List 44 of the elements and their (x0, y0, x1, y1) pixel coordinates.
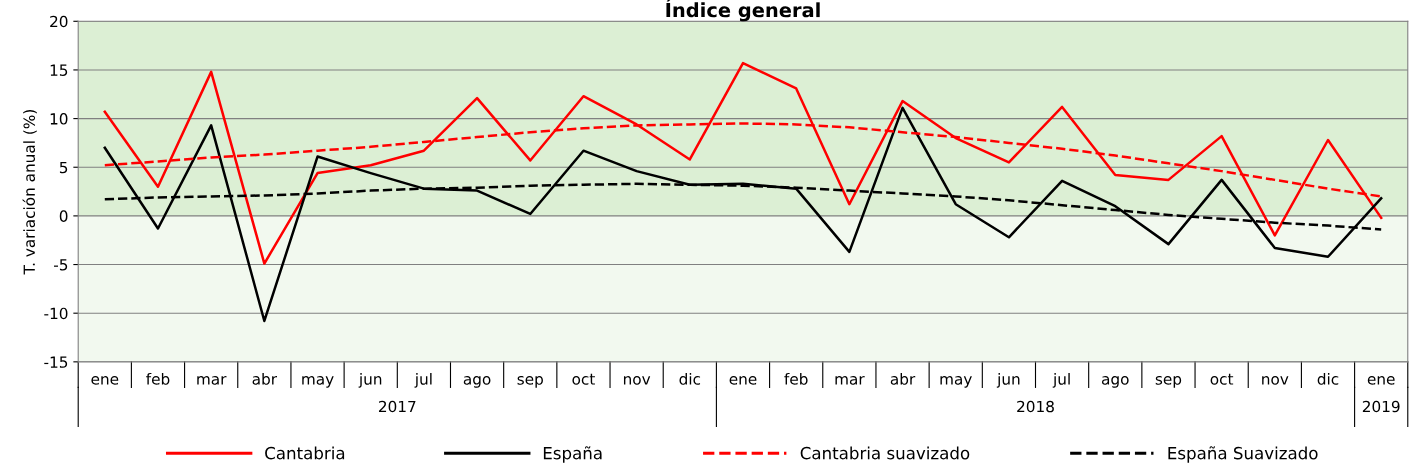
x-tick-label: abr (890, 372, 916, 385)
y-tick-label: -5 (54, 259, 68, 271)
y-tick-label: 15 (50, 64, 68, 76)
x-tick-label: ago (1101, 376, 1129, 388)
x-tick-label: jul (414, 372, 432, 388)
x-tick-label: oct (572, 373, 595, 385)
y-tick-label: -10 (44, 307, 68, 320)
x-tick-label: nov (1262, 376, 1289, 385)
x-tick-label: jun (358, 372, 382, 388)
legend-label: Cantabria suavizado (800, 446, 970, 460)
x-tick-label: may (302, 376, 334, 388)
text: 2019 (1362, 400, 1400, 413)
x-tick-label: ago (463, 376, 491, 388)
y-tick-label: 20 (50, 15, 68, 28)
x-tick-label: dic (1317, 372, 1339, 385)
x-tick-label: feb (146, 372, 170, 385)
line-series (103, 106, 1383, 323)
y-tick-label: 10 (50, 113, 68, 125)
x-tick-label: mar (835, 376, 865, 385)
x-tick-label: mar (197, 376, 227, 385)
y-tick-label: 5 (59, 161, 68, 174)
line-series (103, 61, 1383, 265)
text: 2017 (378, 400, 416, 413)
x-tick-label: jul (1052, 372, 1070, 388)
x-tick-label: ene (1367, 376, 1395, 385)
y-tick-label: -15 (44, 356, 68, 368)
legend-label: Cantabria (265, 446, 345, 460)
x-tick-label: feb (784, 372, 808, 385)
y-axis-title: T. variación anual (%) (22, 110, 37, 275)
x-tick-label: sep (1155, 376, 1182, 388)
legend-label: España Suavizado (1168, 446, 1318, 463)
x-tick-label: jun (996, 372, 1020, 388)
chart-title: Índice general (666, 0, 820, 22)
y-tick-label: 0 (59, 210, 68, 222)
x-tick-label: sep (517, 376, 543, 388)
x-tick-label: ene (91, 376, 119, 385)
x-tick-label: abr (252, 372, 278, 385)
x-tick-label: nov (623, 376, 651, 385)
x-tick-label: dic (679, 372, 701, 385)
x-tick-label: ene (729, 376, 757, 385)
x-tick-label: may (940, 376, 972, 388)
text: 2018 (1017, 400, 1054, 413)
x-tick-label: oct (1210, 373, 1234, 385)
legend-label: España (543, 446, 602, 463)
